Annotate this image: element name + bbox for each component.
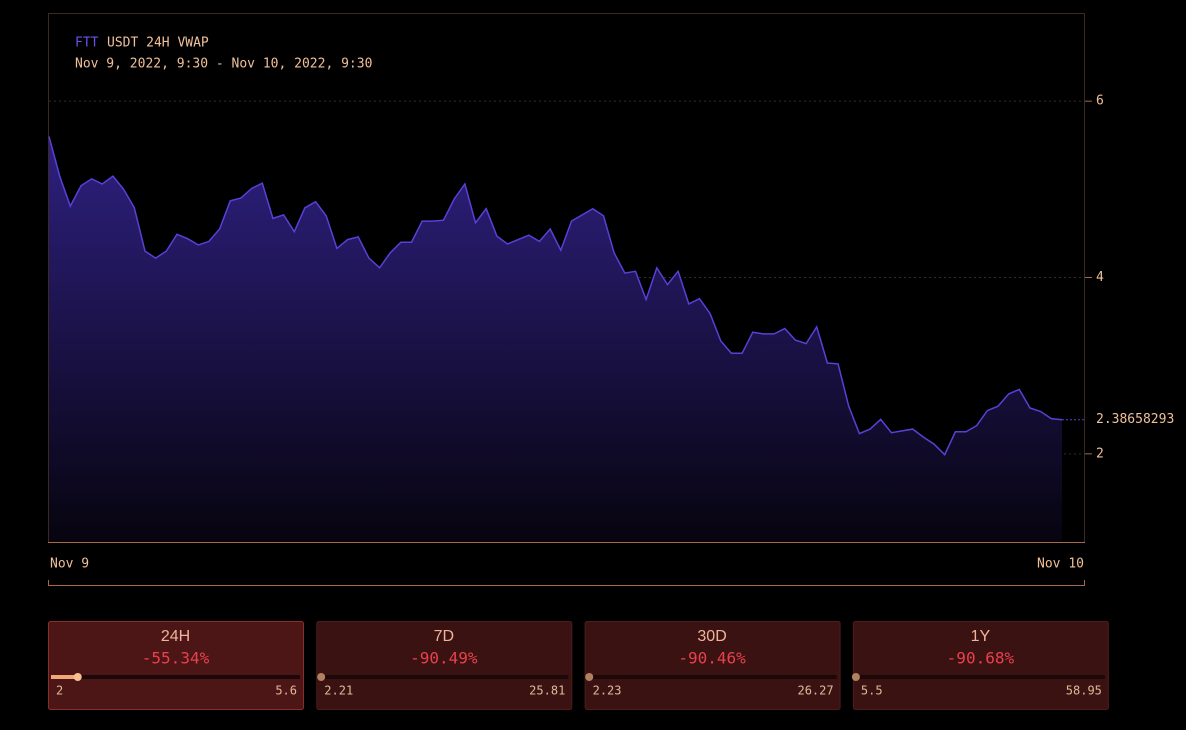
last-value-label: 2.38658293: [1096, 412, 1174, 427]
card-track: [587, 675, 837, 679]
card-label: 7D: [434, 628, 454, 645]
area: [49, 136, 1062, 542]
card-marker: [317, 673, 326, 681]
y-tick-label: 2: [1096, 446, 1104, 461]
range-card[interactable]: 24H -55.34% 2 5.6: [48, 621, 304, 710]
card-low: 2.23: [593, 684, 622, 698]
plot: [48, 100, 1085, 542]
card-label: 1Y: [971, 628, 991, 645]
card-change: -90.49%: [410, 649, 478, 668]
card-high: 58.95: [1066, 684, 1102, 698]
card-marker: [585, 673, 594, 681]
y-tick-label: 4: [1096, 270, 1104, 285]
card-bg: [584, 621, 841, 710]
card-track: [319, 675, 569, 679]
range-bracket: [48, 580, 1085, 586]
card-low: 2: [56, 684, 63, 698]
card-change: -90.68%: [947, 649, 1015, 668]
card-high: 25.81: [529, 684, 565, 698]
card-high: 5.6: [275, 684, 297, 698]
card-label: 24H: [161, 628, 190, 645]
cards: 24H -55.34% 2 5.6 7D -90.49% 2.21 25.81 30D -90.4…: [48, 621, 1109, 710]
card-low: 2.21: [324, 684, 353, 698]
card-bg: [316, 621, 573, 710]
card-high: 26.27: [797, 684, 833, 698]
card-fill: [51, 675, 78, 679]
y-tick-label: 6: [1096, 94, 1104, 109]
card-label: 30D: [697, 628, 726, 645]
card-track: [855, 675, 1105, 679]
chart-base: FTT: [75, 36, 99, 51]
chart-subtitle: Nov 9, 2022, 9:30 - Nov 10, 2022, 9:30: [75, 57, 372, 72]
line: [48, 136, 1063, 456]
card-marker: [851, 673, 860, 681]
card-change: -55.34%: [142, 649, 210, 668]
card-marker: [73, 673, 82, 681]
card-bg: [852, 621, 1109, 710]
x-tick-label: Nov 10: [1037, 557, 1084, 572]
chart-title: USDT 24H VWAP: [107, 36, 209, 51]
range-card[interactable]: 7D -90.49% 2.21 25.81: [316, 621, 573, 710]
card-change: -90.46%: [678, 649, 746, 668]
x-tick-label: Nov 9: [50, 557, 89, 572]
range-card[interactable]: 1Y -90.68% 5.5 58.95: [851, 621, 1109, 710]
card-bg: [48, 621, 304, 710]
card-low: 5.5: [861, 684, 883, 698]
range-card[interactable]: 30D -90.46% 2.23 26.27: [584, 621, 841, 710]
card-track: [51, 675, 300, 679]
